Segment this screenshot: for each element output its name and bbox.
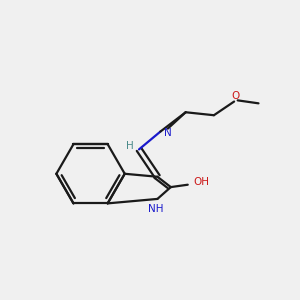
Text: OH: OH — [194, 177, 210, 187]
Text: O: O — [231, 91, 239, 101]
Text: H: H — [126, 141, 134, 152]
Text: N: N — [164, 128, 172, 138]
Text: NH: NH — [148, 204, 164, 214]
